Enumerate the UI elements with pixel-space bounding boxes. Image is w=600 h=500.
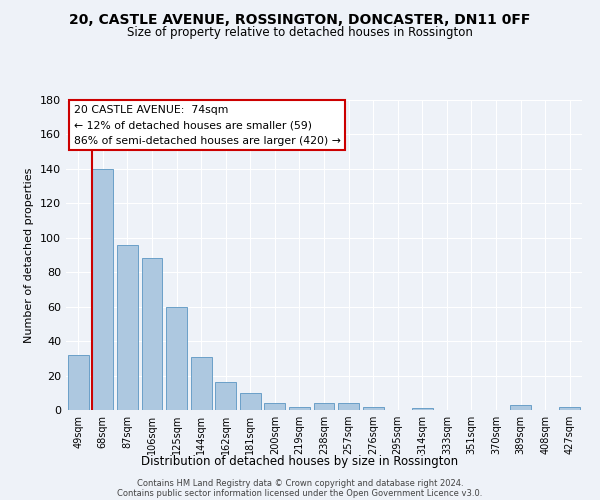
Bar [265, 403, 286, 410]
Text: Size of property relative to detached houses in Rossington: Size of property relative to detached ho… [127, 26, 473, 39]
Bar [166, 306, 187, 410]
Text: 20, CASTLE AVENUE, ROSSINGTON, DONCASTER, DN11 0FF: 20, CASTLE AVENUE, ROSSINGTON, DONCASTER… [70, 12, 530, 26]
Text: Contains public sector information licensed under the Open Government Licence v3: Contains public sector information licen… [118, 488, 482, 498]
Text: Distribution of detached houses by size in Rossington: Distribution of detached houses by size … [142, 454, 458, 468]
Bar [338, 403, 359, 410]
Bar [510, 405, 531, 410]
Bar [240, 393, 261, 410]
Bar [117, 244, 138, 410]
Bar [412, 408, 433, 410]
Bar [362, 406, 383, 410]
Text: 20 CASTLE AVENUE:  74sqm
← 12% of detached houses are smaller (59)
86% of semi-d: 20 CASTLE AVENUE: 74sqm ← 12% of detache… [74, 104, 341, 146]
Bar [289, 406, 310, 410]
Text: Contains HM Land Registry data © Crown copyright and database right 2024.: Contains HM Land Registry data © Crown c… [137, 478, 463, 488]
Y-axis label: Number of detached properties: Number of detached properties [25, 168, 34, 342]
Bar [142, 258, 163, 410]
Bar [68, 355, 89, 410]
Bar [559, 406, 580, 410]
Bar [191, 356, 212, 410]
Bar [215, 382, 236, 410]
Bar [92, 169, 113, 410]
Bar [314, 403, 334, 410]
